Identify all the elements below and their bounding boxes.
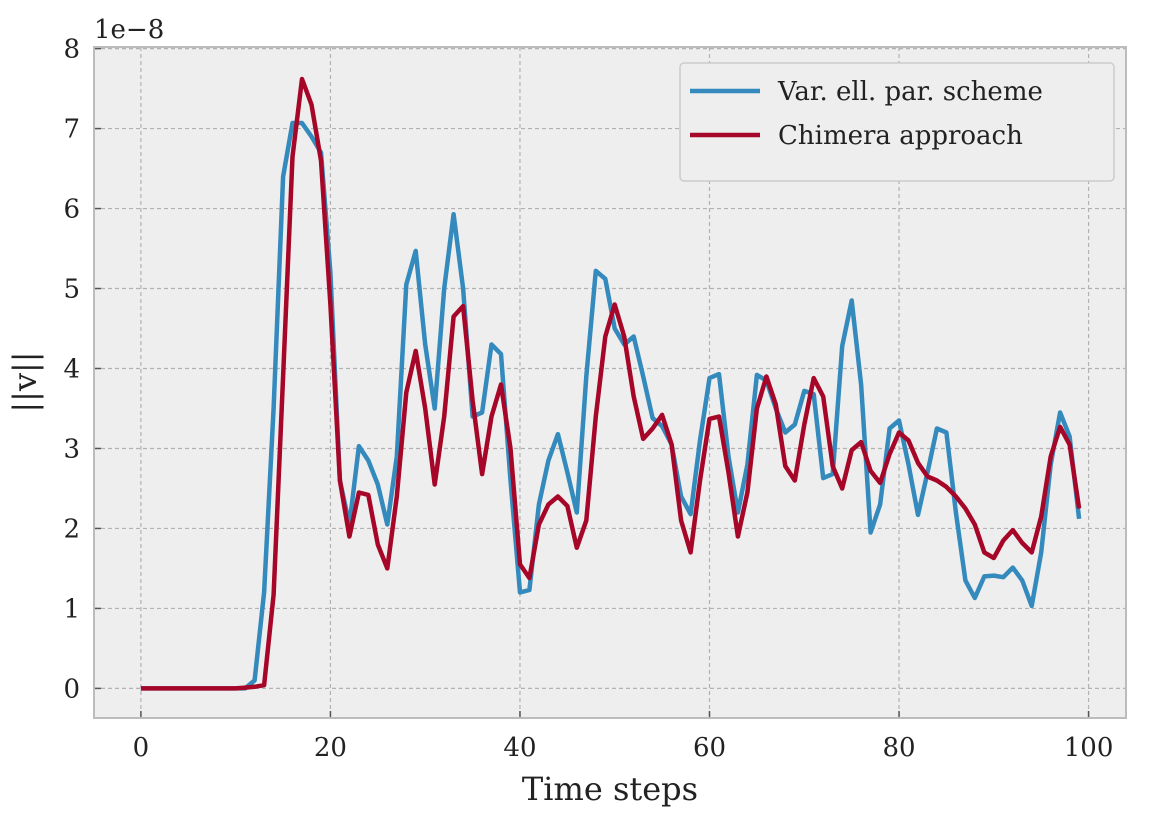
y-tick-label: 5 [63,275,80,305]
y-tick-label: 0 [63,674,80,704]
y-tick-label: 8 [63,35,80,65]
offset-annotation: 1e−8 [94,15,164,45]
x-axis-label: Time steps [522,770,698,808]
x-tick-label: 60 [693,733,726,763]
x-tick-label: 80 [882,733,915,763]
legend-label: Chimera approach [778,121,1023,151]
x-tick-label: 0 [133,733,150,763]
legend-box [679,62,1115,182]
y-tick-label: 3 [63,434,80,464]
y-tick-label: 2 [63,514,80,544]
x-tick-label: 100 [1064,733,1114,763]
plot-frame [93,46,1127,719]
x-tick-label: 20 [314,733,347,763]
y-tick-label: 4 [63,355,80,385]
y-tick-label: 7 [63,115,80,145]
x-tick-label: 40 [503,733,536,763]
y-axis-label: ||v|| [6,351,44,412]
data-line [140,76,1082,691]
y-tick-label: 1 [63,594,80,624]
y-tick-label: 6 [63,195,80,225]
legend-label: Var. ell. par. scheme [777,77,1043,107]
